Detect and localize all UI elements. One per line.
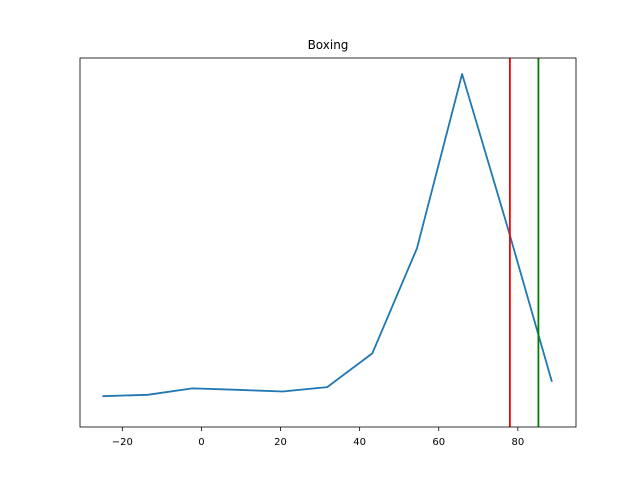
x-tick-label: 40 — [353, 437, 366, 448]
plot-area — [102, 58, 553, 427]
chart-title: Boxing — [308, 38, 349, 52]
x-tick-label: 0 — [198, 437, 204, 448]
x-tick-label: 60 — [432, 437, 445, 448]
x-axis: −20 0 20 40 60 80 — [112, 427, 524, 448]
x-tick-label: −20 — [112, 437, 133, 448]
x-tick-label: 80 — [511, 437, 524, 448]
x-tick-label: 20 — [274, 437, 287, 448]
axes-frame — [79, 57, 577, 428]
